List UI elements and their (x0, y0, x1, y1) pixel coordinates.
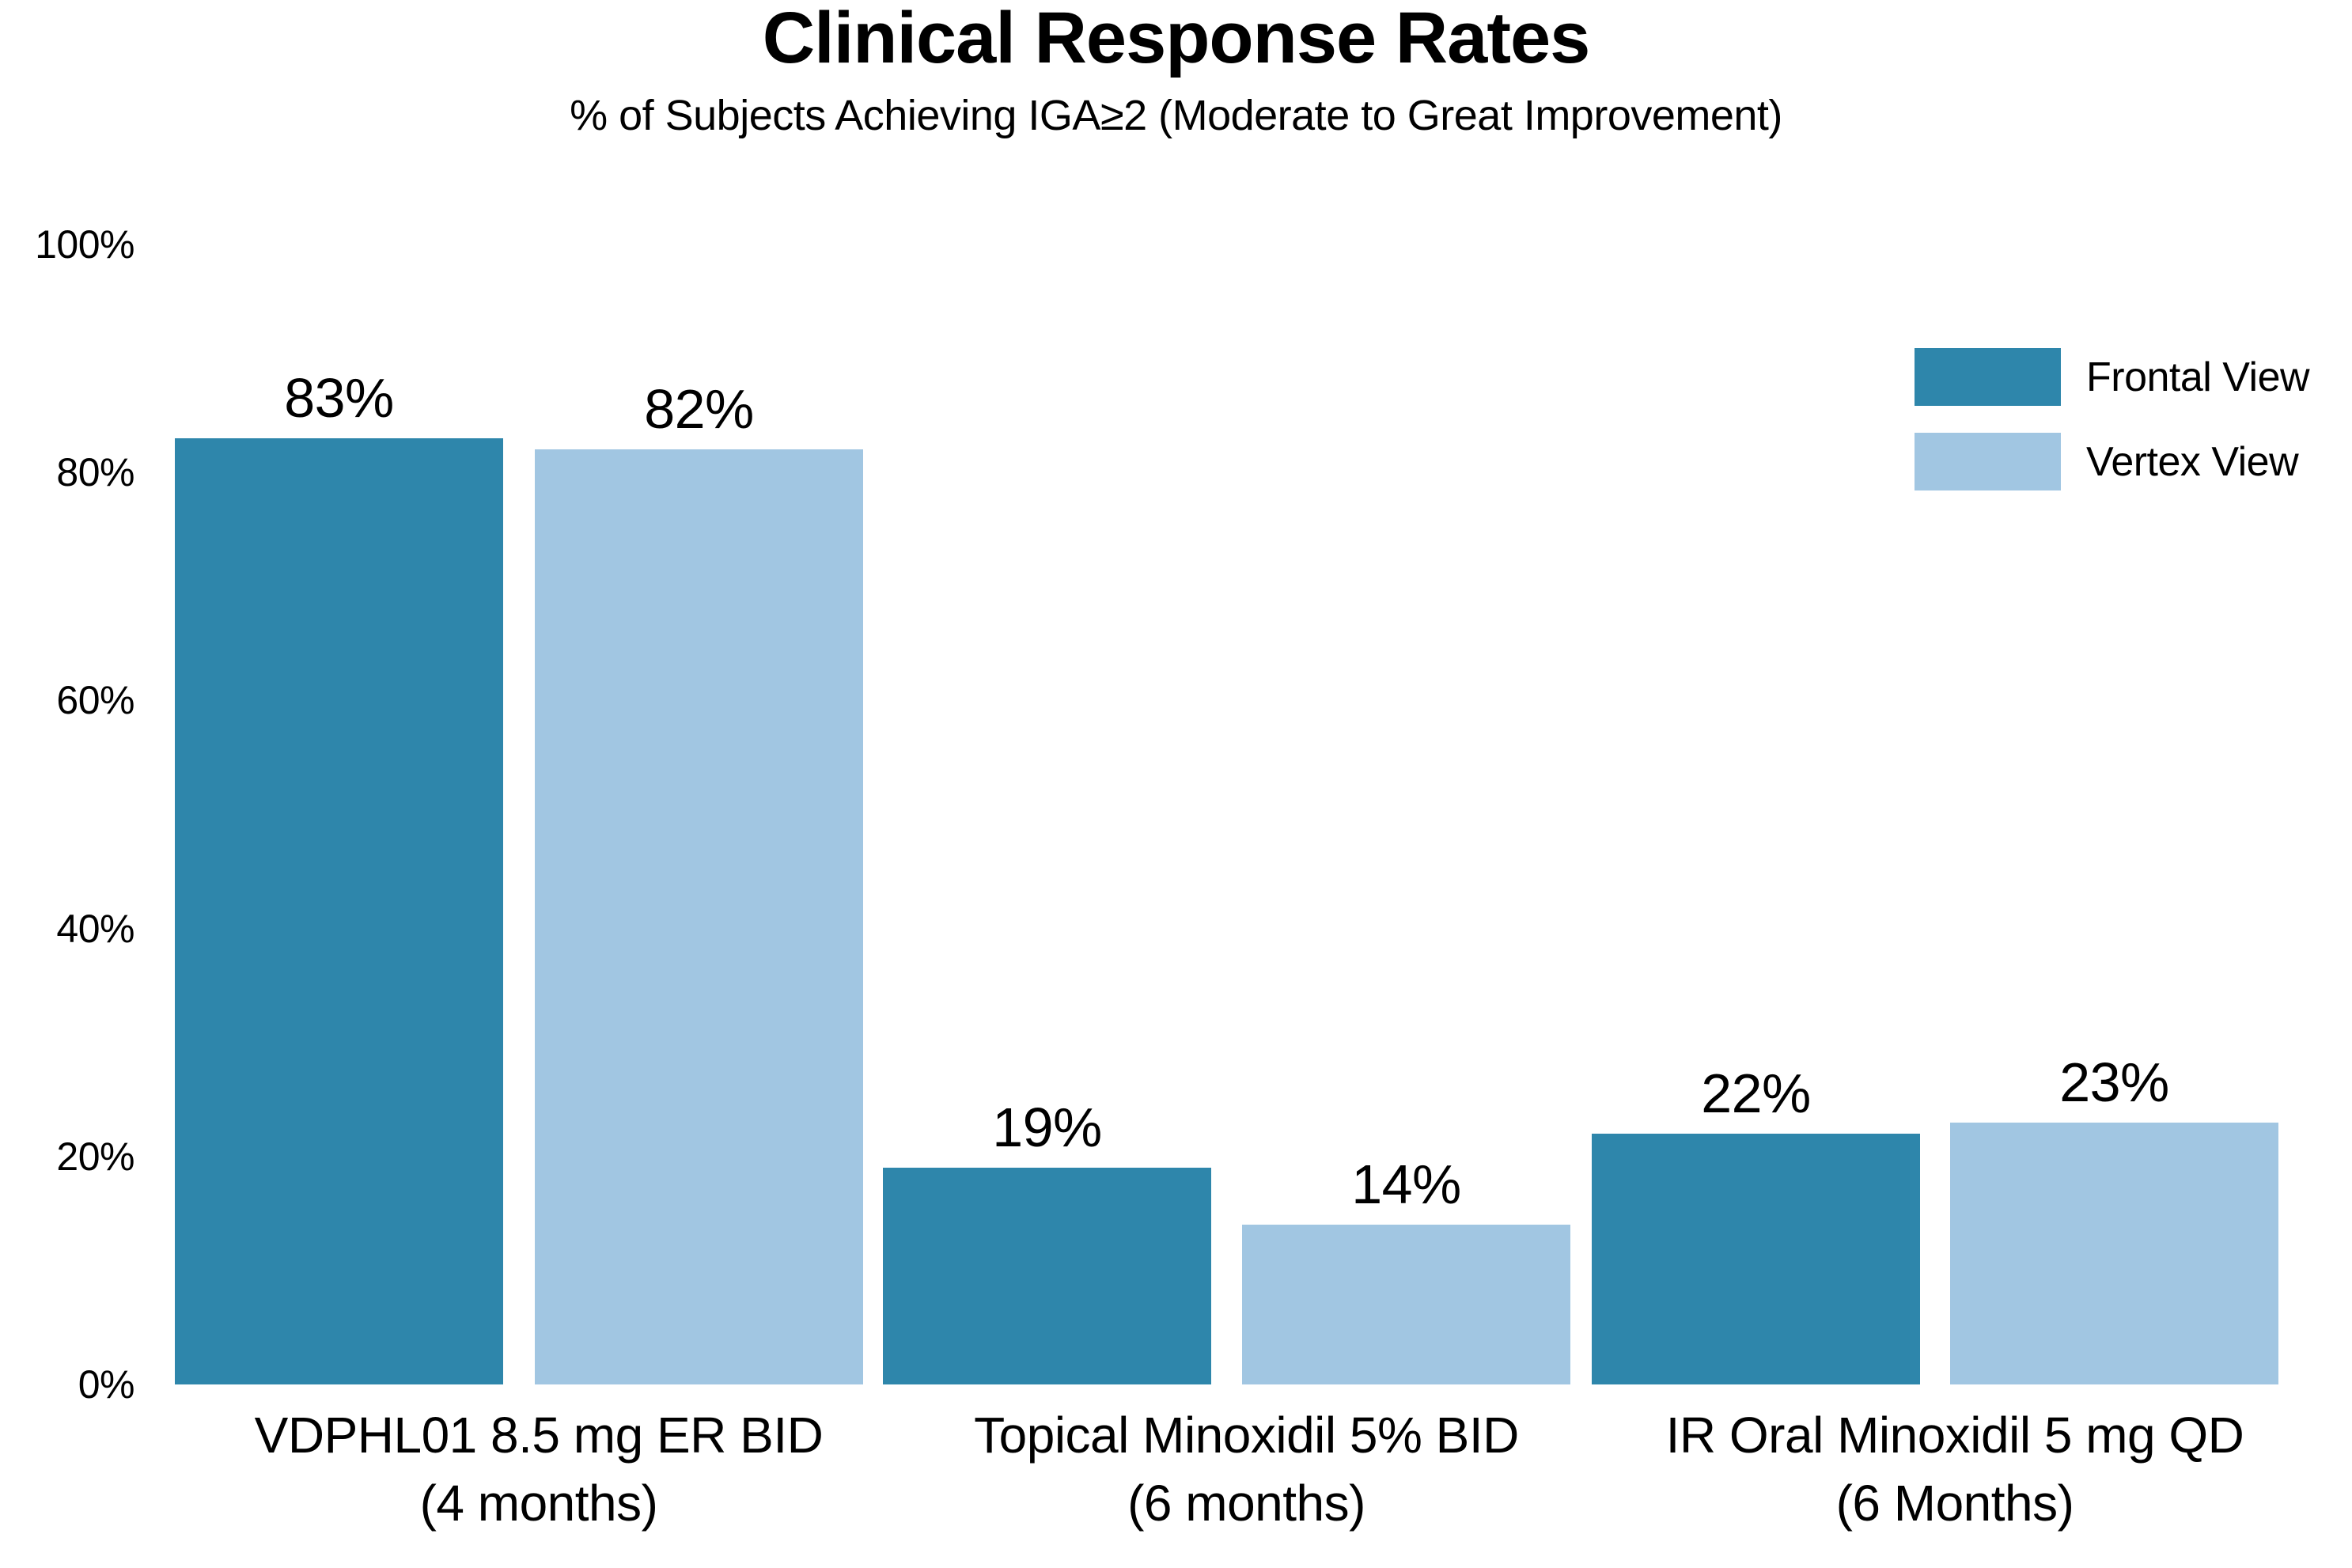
value-label-frontal-view-group-1: 83% (284, 367, 394, 429)
x-axis-label-line1: IR Oral Minoxidil 5 mg QD (1665, 1407, 2244, 1464)
y-axis-tick-80%: 80% (56, 450, 134, 495)
bar-frontal-view-group-1 (175, 438, 503, 1384)
x-axis-label-group-2: Topical Minoxidil 5% BID (6 months) (875, 1402, 1619, 1538)
bar-vertex-view-group-1 (535, 449, 863, 1384)
value-label-vertex-view-group-1: 82% (644, 378, 754, 440)
value-label-vertex-view-group-3: 23% (2059, 1051, 2169, 1113)
y-axis-tick-20%: 20% (56, 1134, 134, 1179)
bar-vertex-view-group-2 (1242, 1225, 1570, 1384)
y-axis-tick-60%: 60% (56, 678, 134, 723)
x-axis-label-line2: (6 months) (1127, 1474, 1365, 1532)
value-label-vertex-view-group-2: 14% (1351, 1153, 1461, 1215)
y-axis-tick-100%: 100% (35, 222, 134, 267)
value-label-frontal-view-group-2: 19% (992, 1096, 1102, 1158)
chart-subtitle: % of Subjects Achieving IGA≥2 (Moderate … (570, 92, 1782, 139)
legend-label-frontal-view: Frontal View (2086, 354, 2310, 400)
x-axis-label-line2: (4 months) (419, 1474, 658, 1532)
bar-frontal-view-group-3 (1592, 1134, 1920, 1384)
value-label-frontal-view-group-3: 22% (1701, 1062, 1811, 1124)
legend-swatch-frontal-view (1915, 348, 2061, 406)
bar-frontal-view-group-2 (883, 1168, 1211, 1384)
y-axis-tick-40%: 40% (56, 906, 134, 951)
bar-vertex-view-group-3 (1950, 1123, 2278, 1384)
legend-label-vertex-view: Vertex View (2086, 438, 2299, 485)
x-axis-label-line1: Topical Minoxidil 5% BID (974, 1407, 1519, 1464)
legend-swatch-vertex-view (1915, 433, 2061, 490)
x-axis-label-group-3: IR Oral Minoxidil 5 mg QD (6 Months) (1583, 1402, 2327, 1538)
x-axis-label-line1: VDPHL01 8.5 mg ER BID (254, 1407, 824, 1464)
chart-title: Clinical Response Rates (762, 0, 1591, 78)
x-axis-label-line2: (6 Months) (1835, 1474, 2074, 1532)
x-axis-label-group-1: VDPHL01 8.5 mg ER BID (4 months) (167, 1402, 911, 1538)
y-axis-tick-0%: 0% (78, 1362, 135, 1407)
